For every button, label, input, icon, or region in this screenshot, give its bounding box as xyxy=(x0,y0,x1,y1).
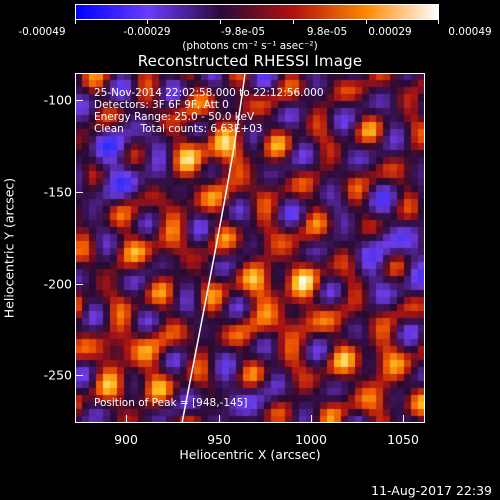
solar-limb-overlay xyxy=(181,73,246,423)
y-tick-label: -100 xyxy=(43,92,72,108)
y-tick-mark xyxy=(75,100,83,101)
colorbar-label: 0.00029 xyxy=(368,26,412,38)
y-tick-mark xyxy=(75,375,83,376)
x-tick-label: 1050 xyxy=(387,432,419,447)
x-tick-mark xyxy=(219,415,220,423)
colorbar-label: -0.00049 xyxy=(18,26,66,38)
y-tick-mark xyxy=(75,284,83,285)
time-range-annotation: 25-Nov-2014 22:02:58.000 to 22:12:56.000 xyxy=(94,87,324,99)
colorbar-units: (photons cm⁻² s⁻¹ asec⁻²) xyxy=(182,40,318,52)
colorbar-tick xyxy=(366,19,367,24)
x-tick-label: 1000 xyxy=(295,432,327,447)
y-tick-mark xyxy=(75,192,83,193)
x-tick-mark xyxy=(311,415,312,423)
heatmap-canvas xyxy=(75,73,425,423)
x-axis-label: Heliocentric X (arcsec) xyxy=(179,447,321,462)
render-timestamp: 11-Aug-2017 22:39 xyxy=(371,483,492,498)
colorbar-label: 0.00049 xyxy=(448,26,492,38)
colorbar-label: -9.8e-05 xyxy=(220,26,266,38)
x-tick-mark xyxy=(126,415,127,423)
colorbar xyxy=(75,4,439,20)
colorbar-tick xyxy=(147,19,148,24)
y-tick-label: -150 xyxy=(43,184,72,200)
peak-position-annotation: Position of Peak = [948,-145] xyxy=(94,397,248,409)
y-tick-label: -250 xyxy=(43,367,72,383)
energy-range-annotation: Energy Range: 25.0 - 50.0 keV xyxy=(94,111,255,123)
colorbar-label: -0.00029 xyxy=(123,26,171,38)
colorbar-tick xyxy=(220,19,221,24)
colorbar-tick xyxy=(75,19,76,24)
solar-limb-line xyxy=(181,73,246,423)
x-tick-label: 900 xyxy=(114,432,138,447)
y-axis-label: Heliocentric Y (arcsec) xyxy=(1,177,17,319)
x-tick-mark xyxy=(403,415,404,423)
image-title: Reconstructed RHESSI Image xyxy=(137,52,363,70)
colorbar-tick xyxy=(293,19,294,24)
colorbar-tick xyxy=(438,19,439,24)
colorbar-label: 9.8e-05 xyxy=(306,26,348,38)
y-tick-label: -200 xyxy=(43,276,72,292)
clean-counts-annotation: Clean Total counts: 6.63E+03 xyxy=(94,123,263,135)
rhessi-image: 25-Nov-2014 22:02:58.000 to 22:12:56.000… xyxy=(75,73,425,423)
x-tick-label: 950 xyxy=(207,432,231,447)
detectors-annotation: Detectors: 3F 6F 9F, Att 0 xyxy=(94,99,229,111)
